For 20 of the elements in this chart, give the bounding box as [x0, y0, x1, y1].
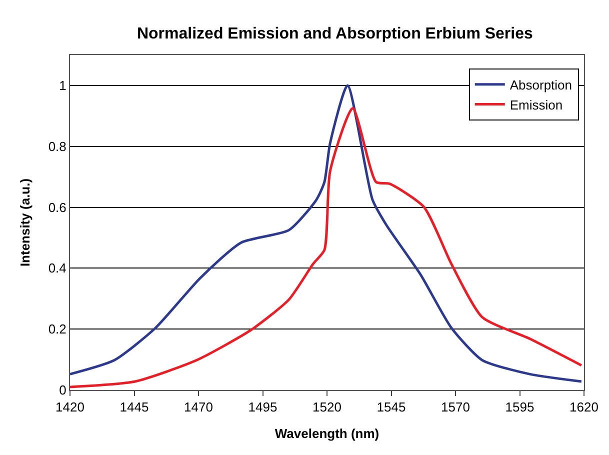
y-tick-label: 0.4	[48, 260, 66, 276]
x-tick-label: 1470	[184, 400, 213, 415]
x-axis-title: Wavelength (nm)	[274, 426, 380, 442]
x-tick-label: 1595	[505, 400, 534, 415]
y-tick-label: 0.6	[48, 200, 66, 215]
x-tick-label: 1545	[376, 400, 406, 415]
x-tick-label: 1520	[312, 400, 342, 415]
x-tick-label: 1570	[441, 400, 470, 415]
chart-title: Normalized Emission and Absorption Erbium Series	[136, 26, 534, 42]
x-tick-label: 1420	[56, 400, 84, 415]
y-tick-label: 0	[59, 382, 66, 398]
y-tick-label: 1	[59, 78, 66, 93]
x-tick-label: 1495	[248, 400, 278, 415]
y-axis-title: Intensity (a.u.)	[17, 178, 32, 267]
y-tick-label: 0.2	[48, 322, 66, 337]
y-tick-label: 0.8	[48, 138, 66, 154]
legend-label: Emission	[510, 97, 563, 112]
x-tick-label: 1445	[120, 400, 149, 415]
x-tick-label: 1620	[570, 400, 598, 415]
legend-label: Absorption	[510, 77, 572, 92]
